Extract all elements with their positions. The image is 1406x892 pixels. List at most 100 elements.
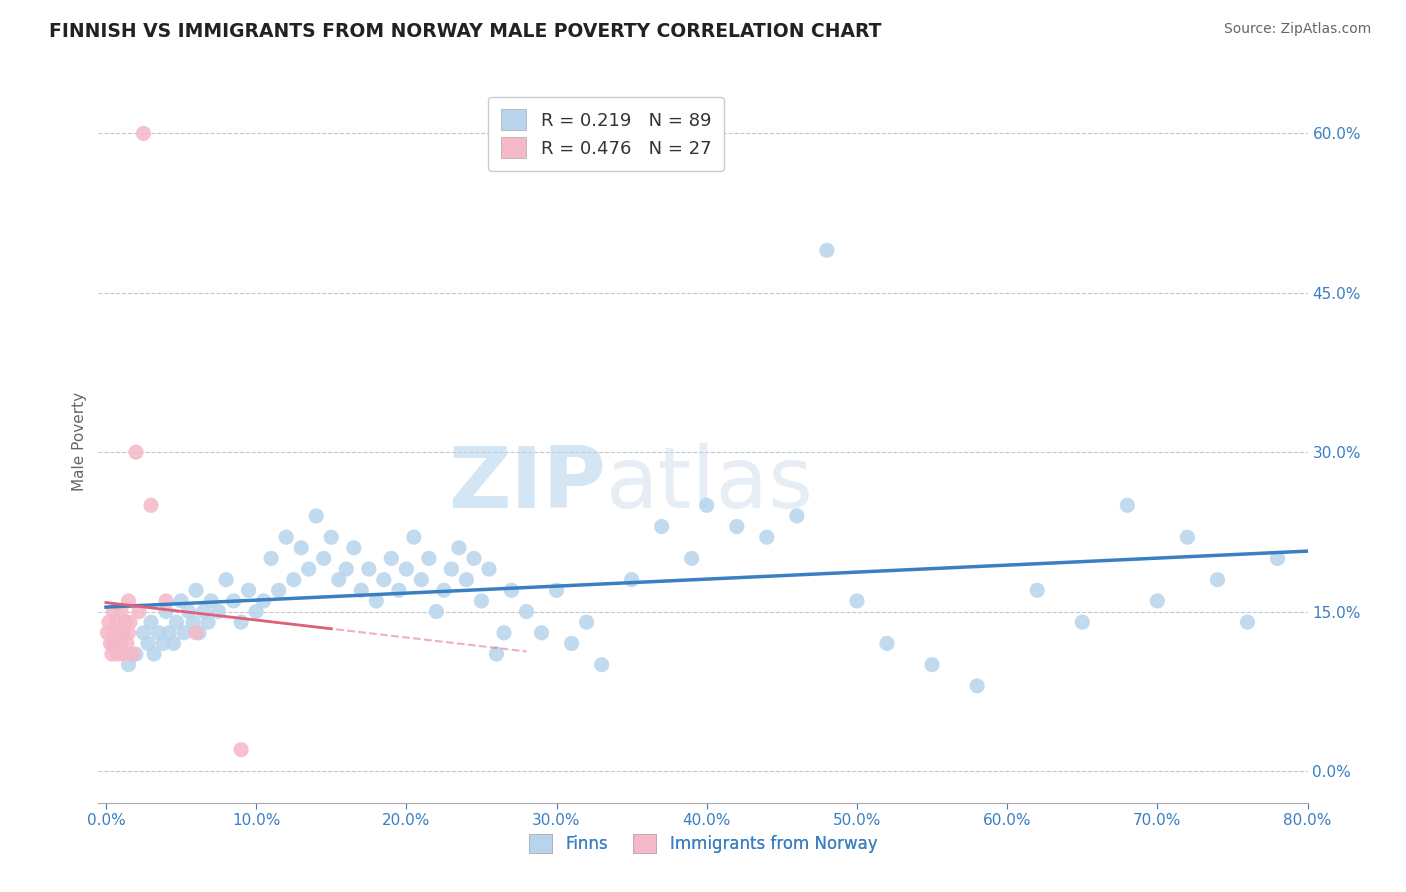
Point [181,615,204,630]
Point [515,605,537,619]
Point [238,583,260,598]
Point [966,679,988,693]
Point [103,605,125,619]
Point [157,625,180,640]
Point [276,530,298,544]
Point [103,625,125,640]
Point [440,562,463,576]
Point [132,127,155,141]
Point [418,551,440,566]
Point [260,551,283,566]
Point [366,594,388,608]
Point [1026,583,1049,598]
Point [335,562,357,576]
Text: ZIP: ZIP [449,443,606,526]
Point [97,615,120,630]
Point [103,636,125,650]
Point [1146,594,1168,608]
Point [561,636,583,650]
Point [110,636,132,650]
Point [112,647,135,661]
Point [200,594,222,608]
Point [101,647,124,661]
Point [125,445,148,459]
Text: atlas: atlas [606,443,814,526]
Point [846,594,869,608]
Point [1177,530,1199,544]
Point [388,583,411,598]
Point [136,636,159,650]
Point [197,615,219,630]
Point [110,625,132,640]
Point [591,657,613,672]
Point [725,519,748,533]
Text: Source: ZipAtlas.com: Source: ZipAtlas.com [1223,22,1371,37]
Point [104,636,127,650]
Point [755,530,778,544]
Point [651,519,673,533]
Point [177,605,200,619]
Point [411,573,433,587]
Point [321,530,343,544]
Point [229,615,252,630]
Point [107,647,129,661]
Point [350,583,373,598]
Point [373,573,395,587]
Point [139,615,162,630]
Point [105,615,128,630]
Point [118,615,141,630]
Point [1116,498,1139,512]
Point [575,615,598,630]
Point [402,530,425,544]
Point [681,551,703,566]
Point [125,647,148,661]
Point [117,657,139,672]
Point [110,605,132,619]
Point [1236,615,1258,630]
Point [283,573,305,587]
Point [117,625,139,640]
Point [395,562,418,576]
Point [485,647,508,661]
Point [245,605,267,619]
Point [114,615,136,630]
Point [267,583,290,598]
Point [115,636,138,650]
Point [166,615,188,630]
Point [122,647,145,661]
Point [152,636,174,650]
Point [1267,551,1289,566]
Point [215,573,238,587]
Point [193,605,215,619]
Point [530,625,553,640]
Point [447,541,470,555]
Point [117,594,139,608]
Point [876,636,898,650]
Point [188,625,211,640]
Point [207,605,229,619]
Point [305,508,328,523]
Point [546,583,568,598]
Point [253,594,276,608]
Point [184,583,207,598]
Point [139,498,162,512]
Point [696,498,718,512]
Point [170,594,193,608]
Point [921,657,943,672]
Point [173,625,195,640]
Point [222,594,245,608]
Point [111,625,134,640]
Point [162,636,184,650]
Y-axis label: Male Poverty: Male Poverty [72,392,87,491]
Point [148,625,170,640]
Point [815,244,838,258]
Point [108,625,131,640]
Legend: Finns, Immigrants from Norway: Finns, Immigrants from Norway [522,827,884,860]
Point [343,541,366,555]
Text: FINNISH VS IMMIGRANTS FROM NORWAY MALE POVERTY CORRELATION CHART: FINNISH VS IMMIGRANTS FROM NORWAY MALE P… [49,22,882,41]
Point [501,583,523,598]
Point [1071,615,1094,630]
Point [298,562,321,576]
Point [1206,573,1229,587]
Point [143,647,166,661]
